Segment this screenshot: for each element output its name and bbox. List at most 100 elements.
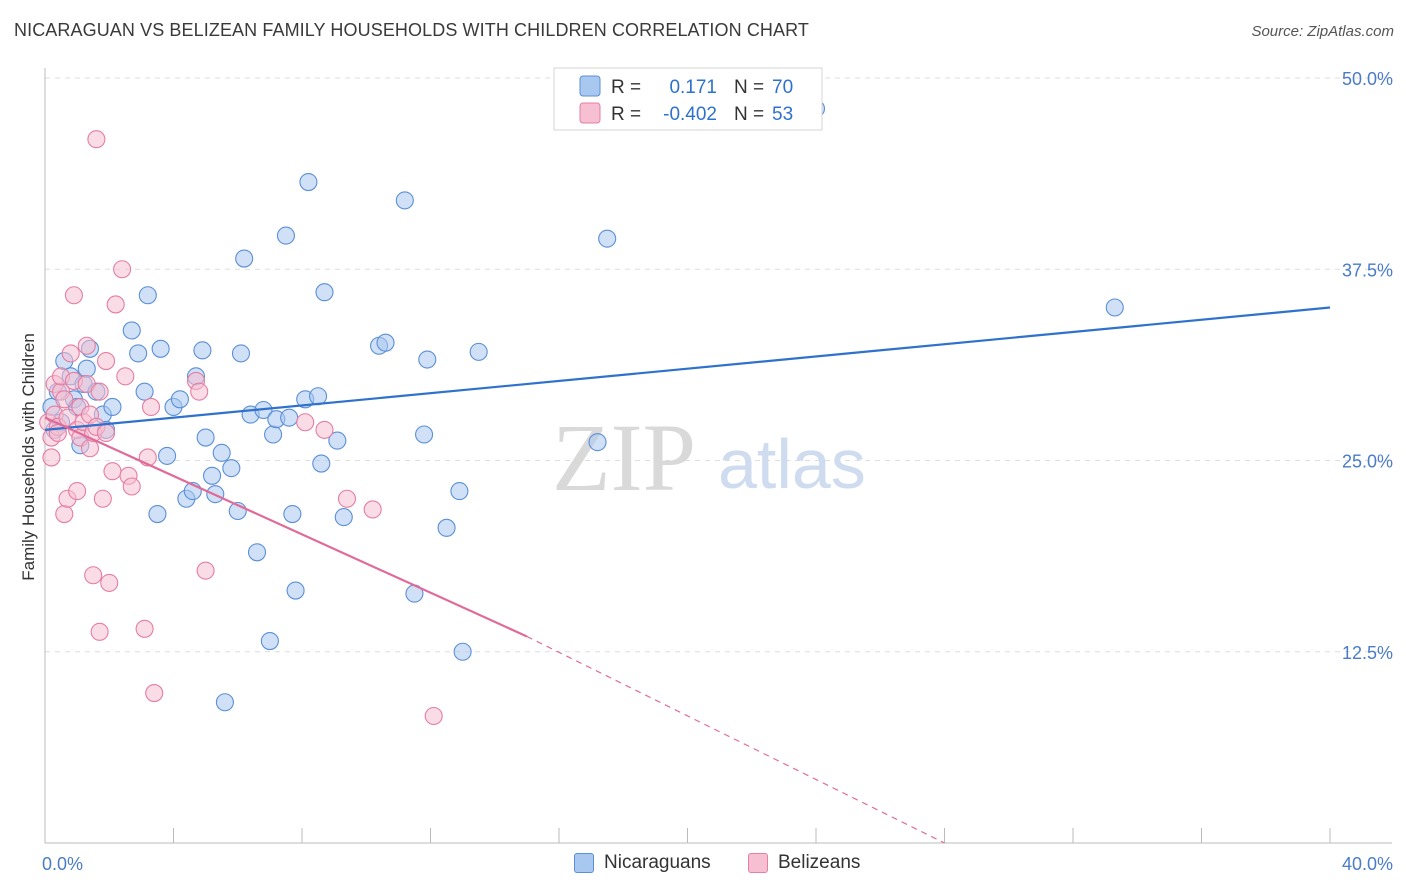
- belizean-point: [61, 344, 80, 363]
- watermark: ZIP atlas: [552, 404, 866, 511]
- nicaraguan-point: [138, 286, 157, 305]
- belizean-point: [64, 286, 83, 305]
- bottom-legend-item-belizeans[interactable]: Belizeans: [748, 852, 860, 874]
- belizean-point: [90, 382, 109, 401]
- nicaraguan-point: [309, 387, 328, 406]
- bottom-legend-item-nicaraguans[interactable]: Nicaraguans: [574, 852, 711, 874]
- nicaraguan-point: [129, 344, 148, 363]
- nicaraguan-point: [103, 397, 122, 417]
- nicaraguan-point: [77, 359, 96, 378]
- belizean-point: [84, 566, 103, 585]
- belizean-point: [42, 448, 61, 467]
- nicaraguan-point: [151, 339, 170, 358]
- legend-swatch-nicaraguans: [579, 75, 601, 97]
- legend-n-value-belizeans: 53: [772, 104, 793, 125]
- bottom-legend-swatch-belizeans: [748, 853, 768, 873]
- legend-box: R = 0.171 N = 70 R = -0.402 N = 53: [553, 67, 823, 131]
- belizean-point: [363, 500, 382, 519]
- belizean-point: [68, 482, 87, 501]
- nicaraguan-point: [588, 433, 607, 452]
- legend-r-label-belizeans: R =: [611, 104, 641, 125]
- nicaraguan-point: [135, 382, 154, 401]
- nicaraguan-point: [450, 482, 469, 501]
- watermark-atlas: atlas: [718, 425, 866, 503]
- watermark-zip: ZIP: [552, 404, 696, 511]
- belizean-point: [106, 295, 125, 314]
- bottom-legend-label-nicaraguans: Nicaraguans: [604, 852, 711, 873]
- belizean-point: [55, 504, 74, 524]
- legend-swatch-belizeans: [579, 102, 601, 124]
- nicaraguan-point: [598, 229, 617, 248]
- belizean-point: [135, 619, 154, 638]
- nicaraguan-point: [264, 425, 283, 444]
- belizean-point: [87, 130, 106, 149]
- trend-layer: [44, 306, 1331, 844]
- bottom-legend: Nicaraguans Belizeans: [0, 850, 1406, 880]
- belizean-point: [116, 367, 135, 386]
- nicaraguan-point: [247, 543, 267, 562]
- belizean-point: [113, 260, 132, 279]
- belizean-point: [122, 477, 141, 496]
- y-tick-label: 25.0%: [1342, 452, 1393, 472]
- x-tick-label: 0.0%: [42, 854, 83, 874]
- legend-n-label-belizeans: N =: [734, 104, 764, 125]
- belizean-point: [100, 573, 119, 592]
- nicaraguan-point: [280, 408, 299, 427]
- nicaraguan-point: [148, 504, 167, 524]
- belizean-point: [190, 382, 209, 401]
- y-axis-label: Family Households with Children: [19, 333, 38, 581]
- nicaraguan-point: [299, 172, 318, 192]
- chart-title: NICARAGUAN VS BELIZEAN FAMILY HOUSEHOLDS…: [14, 20, 809, 40]
- nicaraguan-point: [334, 508, 353, 527]
- belizean-point: [145, 684, 164, 703]
- nicaraguan-point: [415, 425, 434, 444]
- nicaraguan-point: [122, 321, 141, 340]
- nicaraguan-point: [312, 454, 331, 473]
- belizeans-trend-line: [44, 416, 528, 638]
- legend-n-value-nicaraguans: 70: [772, 77, 793, 98]
- chart-source: Source: ZipAtlas.com: [1251, 23, 1394, 40]
- nicaraguan-point: [418, 350, 437, 369]
- nicaraguan-point: [315, 283, 334, 302]
- belizean-point: [196, 561, 215, 580]
- nicaraguan-point: [231, 344, 251, 363]
- belizean-point: [77, 336, 96, 355]
- belizean-point: [96, 423, 116, 443]
- belizean-point: [337, 489, 357, 508]
- nicaraguan-point: [235, 249, 254, 268]
- y-tick-label: 50.0%: [1342, 69, 1393, 89]
- bottom-legend-label-belizeans: Belizeans: [778, 852, 861, 873]
- belizean-point: [90, 622, 109, 641]
- nicaraguan-point: [170, 390, 189, 409]
- nicaraguan-point: [395, 191, 414, 210]
- nicaraguan-point: [286, 581, 305, 600]
- nicaraguan-point: [158, 446, 177, 465]
- nicaraguan-point: [196, 428, 215, 447]
- belizean-point: [96, 351, 116, 371]
- belizean-point: [93, 489, 112, 508]
- belizean-point: [141, 397, 161, 417]
- nicaraguan-point: [437, 518, 456, 537]
- nicaraguan-point: [453, 642, 472, 661]
- nicaraguan-point: [1105, 298, 1124, 317]
- legend-r-value-nicaraguans: 0.171: [669, 77, 717, 98]
- belizean-point: [296, 413, 315, 432]
- nicaraguan-point: [203, 466, 222, 485]
- nicaraguan-point: [283, 504, 302, 524]
- nicaraguan-point: [376, 333, 395, 352]
- belizean-point: [80, 439, 100, 458]
- belizean-point: [103, 462, 122, 481]
- nicaraguan-point: [193, 341, 212, 360]
- nicaraguan-point: [260, 631, 279, 651]
- belizeans-trend-extension: [526, 635, 945, 844]
- nicaraguan-point: [328, 431, 347, 450]
- belizean-point: [315, 420, 334, 439]
- bottom-legend-swatch-nicaraguans: [574, 853, 594, 873]
- nicaraguan-point: [212, 443, 231, 462]
- legend-r-value-belizeans: -0.402: [663, 104, 717, 125]
- nicaraguan-point: [222, 459, 241, 478]
- y-tick-label: 12.5%: [1342, 643, 1393, 663]
- nicaraguan-point: [469, 342, 488, 361]
- nicaraguan-point: [215, 693, 234, 712]
